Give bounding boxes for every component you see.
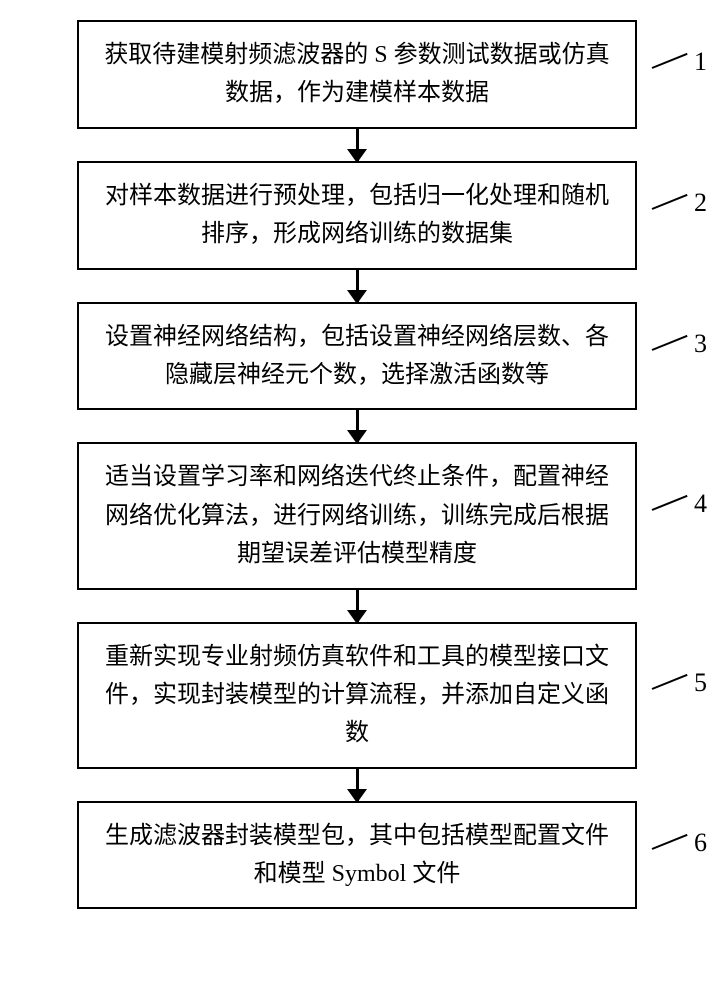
step-wrapper: 生成滤波器封装模型包，其中包括模型配置文件和模型 Symbol 文件 6 bbox=[77, 801, 637, 910]
arrow-icon bbox=[356, 769, 359, 801]
step-box-4: 适当设置学习率和网络迭代终止条件，配置神经网络优化算法，进行网络训练，训练完成后… bbox=[77, 442, 637, 589]
connector-line bbox=[652, 674, 688, 690]
arrow-icon bbox=[356, 410, 359, 442]
step-text: 对样本数据进行预处理，包括归一化处理和随机排序，形成网络训练的数据集 bbox=[105, 183, 609, 247]
step-box-5: 重新实现专业射频仿真软件和工具的模型接口文件，实现封装模型的计算流程，并添加自定… bbox=[77, 622, 637, 769]
step-label: 1 bbox=[694, 47, 707, 77]
step-label: 6 bbox=[694, 828, 707, 858]
step-label: 4 bbox=[694, 489, 707, 519]
step-wrapper: 重新实现专业射频仿真软件和工具的模型接口文件，实现封装模型的计算流程，并添加自定… bbox=[77, 622, 637, 769]
step-wrapper: 适当设置学习率和网络迭代终止条件，配置神经网络优化算法，进行网络训练，训练完成后… bbox=[77, 442, 637, 589]
step-box-3: 设置神经网络结构，包括设置神经网络层数、各隐藏层神经元个数，选择激活函数等 bbox=[77, 302, 637, 411]
label-connector: 6 bbox=[652, 852, 707, 858]
flowchart-container: 获取待建模射频滤波器的 S 参数测试数据或仿真数据，作为建模样本数据 1 对样本… bbox=[0, 0, 714, 909]
connector-line bbox=[652, 194, 688, 210]
connector-line bbox=[652, 495, 688, 511]
connector-line bbox=[652, 834, 688, 850]
step-label: 3 bbox=[694, 329, 707, 359]
step-wrapper: 对样本数据进行预处理，包括归一化处理和随机排序，形成网络训练的数据集 2 bbox=[77, 161, 637, 270]
arrow-icon bbox=[356, 270, 359, 302]
label-connector: 2 bbox=[652, 212, 707, 218]
label-connector: 1 bbox=[652, 71, 707, 77]
step-text: 生成滤波器封装模型包，其中包括模型配置文件和模型 Symbol 文件 bbox=[105, 823, 609, 887]
label-connector: 4 bbox=[652, 513, 707, 519]
arrow-icon bbox=[356, 590, 359, 622]
step-text: 重新实现专业射频仿真软件和工具的模型接口文件，实现封装模型的计算流程，并添加自定… bbox=[105, 644, 609, 747]
step-text: 设置神经网络结构，包括设置神经网络层数、各隐藏层神经元个数，选择激活函数等 bbox=[105, 324, 609, 388]
connector-line bbox=[652, 335, 688, 351]
arrow-icon bbox=[356, 129, 359, 161]
step-wrapper: 获取待建模射频滤波器的 S 参数测试数据或仿真数据，作为建模样本数据 1 bbox=[77, 20, 637, 129]
step-text: 适当设置学习率和网络迭代终止条件，配置神经网络优化算法，进行网络训练，训练完成后… bbox=[105, 464, 609, 567]
step-box-1: 获取待建模射频滤波器的 S 参数测试数据或仿真数据，作为建模样本数据 bbox=[77, 20, 637, 129]
label-connector: 5 bbox=[652, 692, 707, 698]
connector-line bbox=[652, 53, 688, 69]
label-connector: 3 bbox=[652, 353, 707, 359]
step-text: 获取待建模射频滤波器的 S 参数测试数据或仿真数据，作为建模样本数据 bbox=[104, 42, 609, 106]
step-box-2: 对样本数据进行预处理，包括归一化处理和随机排序，形成网络训练的数据集 bbox=[77, 161, 637, 270]
step-box-6: 生成滤波器封装模型包，其中包括模型配置文件和模型 Symbol 文件 bbox=[77, 801, 637, 910]
step-label: 5 bbox=[694, 668, 707, 698]
step-label: 2 bbox=[694, 188, 707, 218]
step-wrapper: 设置神经网络结构，包括设置神经网络层数、各隐藏层神经元个数，选择激活函数等 3 bbox=[77, 302, 637, 411]
